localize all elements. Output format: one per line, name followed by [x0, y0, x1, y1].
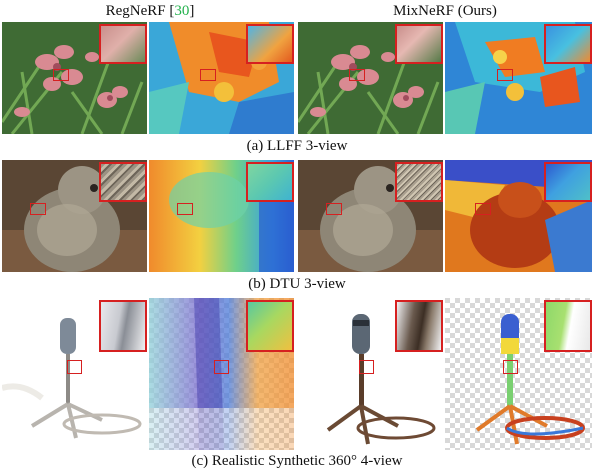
dtu-regnerf-rgb: [2, 160, 147, 272]
dtu-mixnerf-depth-image: [445, 160, 592, 272]
llff-mixnerf-depth-zoom-inset: [544, 24, 592, 64]
llff-mixnerf-rgb: [298, 22, 443, 134]
dtu-mixnerf-rgb-zoom-inset: [395, 162, 443, 202]
llff-regnerf-rgb-zoom-box: [53, 69, 69, 81]
caption-dtu: (b) DTU 3-view: [248, 276, 346, 292]
dtu-regnerf-depth-zoom-box: [177, 203, 193, 215]
citation-bracket-open: [: [169, 3, 175, 19]
caption-synthetic: (c) Realistic Synthetic 360° 4-view: [191, 453, 403, 469]
synthetic-mixnerf-rgb: [298, 298, 443, 450]
llff-regnerf-rgb: [2, 22, 147, 134]
dtu-mixnerf-depth-zoom-box: [475, 203, 491, 215]
synthetic-regnerf-rgb-zoom-inset: [99, 300, 147, 352]
llff-mixnerf-rgb-zoom-box: [349, 69, 365, 81]
synthetic-regnerf-depth-zoom-box: [214, 360, 229, 374]
caption-llff: (a) LLFF 3-view: [246, 138, 348, 154]
synthetic-mixnerf-depth: [445, 298, 592, 450]
synthetic-mixnerf-depth-zoom-box: [503, 360, 518, 374]
llff-mixnerf-rgb-zoom-inset: [395, 24, 443, 64]
synthetic-regnerf-rgb: [2, 298, 147, 450]
synthetic-regnerf-depth: [149, 298, 294, 450]
synthetic-mixnerf-rgb-zoom-box: [359, 360, 374, 374]
llff-mixnerf-depth-zoom-box: [497, 69, 513, 81]
synthetic-mixnerf-rgb-zoom-inset: [395, 300, 443, 352]
method-name-mixnerf: MixNeRF (Ours): [393, 3, 497, 19]
llff-mixnerf-depth: [445, 22, 592, 134]
synthetic-mixnerf-depth-zoom-inset: [544, 300, 592, 352]
llff-regnerf-rgb-zoom-inset: [99, 24, 147, 64]
llff-regnerf-depth: [149, 22, 294, 134]
dtu-mixnerf-depth: [445, 160, 592, 272]
citation-number: 30: [174, 3, 190, 19]
dtu-regnerf-rgb-zoom-inset: [99, 162, 147, 202]
dtu-mixnerf-depth-zoom-inset: [544, 162, 592, 202]
llff-regnerf-depth-zoom-box: [200, 69, 216, 81]
dtu-regnerf-depth-zoom-inset: [246, 162, 294, 202]
synthetic-regnerf-depth-zoom-inset: [246, 300, 294, 352]
dtu-regnerf-rgb-zoom-box: [30, 203, 46, 215]
dtu-regnerf-rgb-image: [2, 160, 147, 272]
method-name-regnerf: RegNeRF: [105, 3, 166, 19]
llff-regnerf-depth-image: [149, 22, 294, 134]
header-regnerf: RegNeRF [30]: [40, 0, 260, 22]
dtu-regnerf-depth: [149, 160, 294, 272]
citation-bracket-close: ]: [189, 3, 195, 19]
dtu-mixnerf-rgb: [298, 160, 443, 272]
dtu-mixnerf-rgb-zoom-box: [326, 203, 342, 215]
synthetic-regnerf-rgb-zoom-box: [67, 360, 82, 374]
synthetic-mixnerf-depth-image: [445, 298, 592, 450]
llff-regnerf-depth-zoom-inset: [246, 24, 294, 64]
header-mixnerf: MixNeRF (Ours): [330, 0, 560, 22]
